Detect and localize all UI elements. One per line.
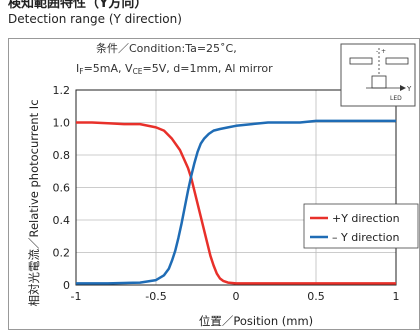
chart-container: -1 -0.5 0 0.5 1 0 0.2 0.4 0.6 0.8 1.0 1.2 位置／Posit… <box>8 38 420 330</box>
y-tick-label: 0.6 <box>53 182 71 195</box>
x-axis-ticks: -1 -0.5 0 0.5 1 <box>71 290 400 303</box>
inset-component-left <box>349 57 373 65</box>
y-tick-label: 0 <box>63 279 70 292</box>
inset-component-right <box>385 57 409 65</box>
y-tick-label: 0.2 <box>53 247 71 260</box>
inset-sensor-body <box>371 75 387 89</box>
y-axis-ticks: 0 0.2 0.4 0.6 0.8 1.0 1.2 <box>53 84 71 292</box>
x-axis-label: 位置／Position (mm) <box>199 314 313 328</box>
x-tick-label: 0.5 <box>307 290 325 303</box>
plot-area-border <box>75 89 397 286</box>
y-tick-label: 1.2 <box>53 84 71 97</box>
x-tick-label: -1 <box>71 290 82 303</box>
inset-y-label: Y <box>406 85 412 93</box>
y-tick-label: 0.4 <box>53 214 71 227</box>
x-tick-label: -0.5 <box>145 290 166 303</box>
series-line-minus-y <box>76 119 396 285</box>
sensor-diagram-inset: - + Y LED <box>340 43 416 107</box>
series-layer <box>76 119 396 285</box>
chart-title-english: Detection range (Y direction) <box>8 12 182 26</box>
chart-legend: +Y direction – Y direction <box>303 203 419 249</box>
grid-lines <box>75 89 397 286</box>
y-axis-label: 相対光電流／Relative photocurrent Ic <box>27 99 41 306</box>
x-tick-label: 1 <box>393 290 400 303</box>
inset-minus-mark: - <box>376 48 378 55</box>
x-tick-label: 0 <box>233 290 240 303</box>
inset-led-label: LED <box>390 95 402 102</box>
legend-label-minus-y: – Y direction <box>332 231 399 244</box>
y-tick-label: 0.8 <box>53 149 71 162</box>
chart-title-japanese: 検知範囲特性（Y方向） <box>8 0 148 11</box>
inset-frame <box>340 43 416 107</box>
series-line-plus-y <box>76 121 396 285</box>
conditions-line-2: IF=5mA, VCE=5V, d=1mm, Al mirror <box>76 62 273 76</box>
inset-plus-mark: + <box>381 48 386 55</box>
detection-range-chart: -1 -0.5 0 0.5 1 0 0.2 0.4 0.6 0.8 1.0 1.2 位置／Posit… <box>8 38 420 330</box>
y-tick-label: 1.0 <box>53 117 71 130</box>
inset-arrow-head <box>400 85 406 91</box>
legend-label-plus-y: +Y direction <box>332 212 400 225</box>
legend-frame <box>303 203 419 249</box>
conditions-line-1: 条件／Condition:Ta=25˚C, <box>96 41 237 55</box>
